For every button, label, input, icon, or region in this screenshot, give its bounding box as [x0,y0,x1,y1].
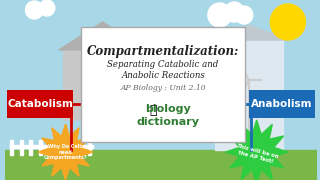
Text: biology: biology [145,104,191,114]
FancyBboxPatch shape [249,90,315,118]
Bar [49,140,52,155]
Bar [118,41,128,47]
Polygon shape [226,120,288,180]
Bar [10,145,93,148]
FancyBboxPatch shape [81,27,245,142]
FancyBboxPatch shape [7,90,73,118]
Polygon shape [38,124,93,180]
Text: AP Biology : Unit 2.10: AP Biology : Unit 2.10 [120,84,206,92]
Circle shape [225,2,244,22]
Bar [20,140,23,155]
Polygon shape [215,40,283,150]
Text: Why Do Cells
need
Compartments?: Why Do Cells need Compartments? [44,144,87,160]
Polygon shape [210,25,288,40]
Bar [5,150,317,180]
Circle shape [39,0,55,16]
Text: dictionary: dictionary [136,117,199,127]
Bar [95,41,105,47]
Text: Anabolic Reactions: Anabolic Reactions [121,71,205,80]
Text: 🌱: 🌱 [149,103,157,116]
Text: This will be on
the AP Test!: This will be on the AP Test! [234,143,279,165]
Bar [130,41,140,47]
Bar [78,140,81,155]
Bar [10,140,13,155]
Bar [59,140,62,155]
Bar [83,41,93,47]
Text: Anabolism: Anabolism [251,99,313,109]
Bar [29,140,32,155]
Polygon shape [59,22,147,50]
Text: Separating Catabolic and: Separating Catabolic and [108,60,219,69]
Polygon shape [64,25,141,120]
Circle shape [26,1,43,19]
Circle shape [235,6,253,24]
Text: Compartmentalization:: Compartmentalization: [87,45,239,58]
Circle shape [270,4,306,40]
Bar [68,140,71,155]
Bar [88,140,91,155]
Circle shape [208,3,231,27]
Bar [107,41,116,47]
Text: Catabolism: Catabolism [7,99,73,109]
Bar [39,140,42,155]
